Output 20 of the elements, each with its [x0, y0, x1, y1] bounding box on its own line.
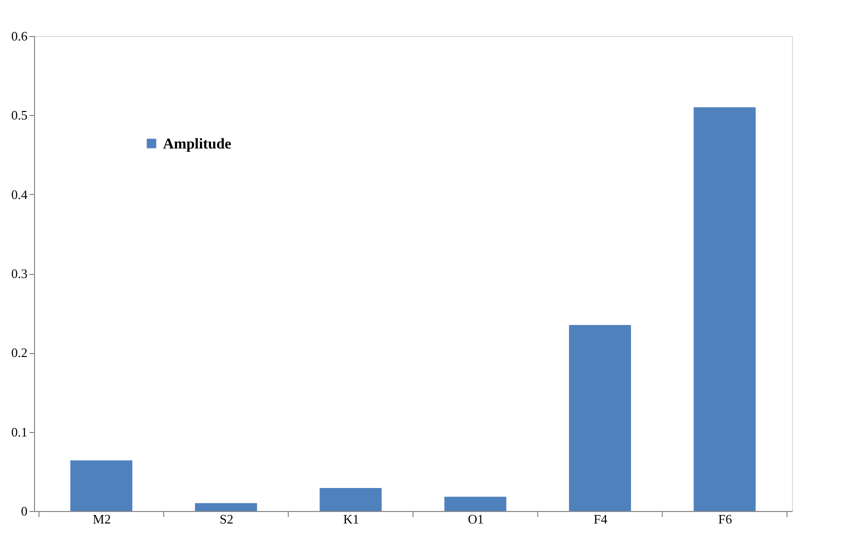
bar: [569, 324, 631, 511]
y-tick-label: 0.6: [11, 28, 28, 44]
bar: [444, 496, 506, 511]
y-tick-label: 0.4: [11, 186, 28, 202]
x-tick-label: O1: [468, 512, 484, 526]
y-tick-label: 0.1: [11, 424, 28, 440]
legend-label: Amplitude: [163, 136, 232, 152]
y-tick-label: 0.2: [11, 345, 28, 360]
x-tick-label: F6: [718, 512, 733, 526]
y-tick-label: 0: [21, 504, 28, 518]
bar: [70, 460, 132, 511]
y-tick-label: 0.5: [11, 108, 28, 123]
x-tick-label: K1: [343, 512, 360, 526]
bar: [195, 503, 257, 511]
bar: [694, 107, 756, 511]
x-tick-label: S2: [220, 512, 234, 526]
x-tick-label: M2: [92, 512, 111, 526]
bar: [320, 488, 382, 511]
y-tick-label: 0.3: [11, 266, 28, 281]
x-tick-label: F4: [594, 512, 608, 526]
